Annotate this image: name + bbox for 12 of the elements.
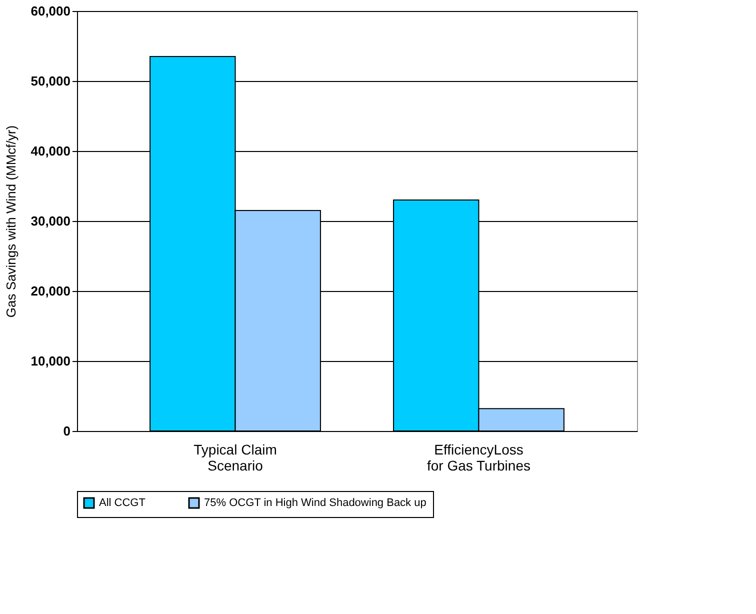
x-tick-label: EfficiencyLoss for Gas Turbines — [426, 442, 530, 474]
y-tick-label: 50,000 — [30, 74, 70, 88]
y-tick-label: 40,000 — [30, 144, 70, 158]
y-tick-label: 20,000 — [30, 284, 70, 298]
x-tick-label: Typical Claim Scenario — [194, 442, 277, 474]
y-tick-label: 60,000 — [30, 4, 70, 18]
legend-label: 75% OCGT in High Wind Shadowing Back up — [204, 497, 426, 509]
y-tick-label: 0 — [63, 424, 70, 438]
y-axis-title: Gas Savings with Wind (MMcf/yr) — [4, 125, 19, 318]
y-tick-label: 30,000 — [30, 214, 70, 228]
legend-label: All CCGT — [99, 497, 146, 509]
y-tick-label: 10,000 — [30, 354, 70, 368]
